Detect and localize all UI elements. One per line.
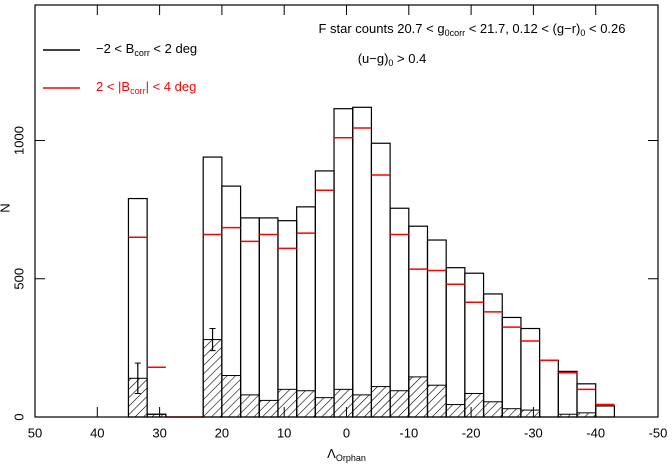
hatched-bar <box>408 376 428 418</box>
y-tick-label: 1000 <box>11 126 26 155</box>
text-part: < 21.7, 0.12 < (g−r) <box>465 21 580 36</box>
hatched-bar <box>464 392 485 418</box>
bar <box>539 359 559 418</box>
x-tick-label: 0 <box>343 425 350 440</box>
x-tick-label: 10 <box>277 425 291 440</box>
bar <box>595 405 615 418</box>
subscript: Orphan <box>336 453 366 463</box>
hatched-bar <box>240 394 260 418</box>
hatched-bar <box>520 409 541 418</box>
chart-title: F star counts 20.7 < g0corr < 21.7, 0.12… <box>318 21 625 38</box>
hatched-bar <box>445 404 466 418</box>
legend-label: 2 < |Bcorr| < 4 deg <box>96 79 196 96</box>
hatched-bar <box>389 390 410 418</box>
subscript: corr <box>130 86 146 96</box>
bar <box>333 108 354 418</box>
x-tick-label: -40 <box>586 425 605 440</box>
x-tick-label: -20 <box>462 425 481 440</box>
text-part: < 0.26 <box>585 21 625 36</box>
hatched-bar <box>202 339 223 418</box>
chart-title: (u−g)0 > 0.4 <box>358 51 427 68</box>
hatched-bar <box>483 401 503 418</box>
subscript: corr <box>134 48 150 58</box>
bar <box>557 370 578 418</box>
hatched-bar <box>370 386 391 418</box>
hatched-bar <box>221 375 242 418</box>
y-tick-label: 0 <box>11 413 26 420</box>
hatched-bar <box>352 394 372 418</box>
x-tick-label: 50 <box>28 425 42 440</box>
bar <box>370 142 391 418</box>
text-part: > 0.4 <box>393 51 426 66</box>
y-tick-label: 500 <box>11 268 26 290</box>
x-tick-label: 20 <box>215 425 229 440</box>
subscript: 0 <box>388 58 393 68</box>
bar <box>314 170 335 418</box>
x-axis-label: ΛOrphan <box>327 446 366 463</box>
legend-label: −2 < Bcorr < 2 deg <box>96 41 197 58</box>
bar <box>352 106 373 418</box>
bar <box>258 217 279 418</box>
x-tick-label: -30 <box>524 425 543 440</box>
text-part: | < 4 deg <box>146 79 197 94</box>
bar <box>389 207 410 418</box>
text-part: −2 < B <box>96 41 134 56</box>
x-tick-label: 40 <box>90 425 104 440</box>
x-tick-label: 30 <box>152 425 166 440</box>
text-part: < 2 deg <box>150 41 197 56</box>
hatched-bar <box>333 388 354 418</box>
hatched-bar <box>501 408 522 418</box>
bar <box>501 316 522 418</box>
text-part: (u−g) <box>358 51 389 66</box>
text-part: F star counts 20.7 < g <box>318 21 444 36</box>
text-part: Λ <box>327 446 336 461</box>
bar <box>296 206 316 418</box>
hatched-bar <box>296 390 316 418</box>
bar <box>445 267 466 418</box>
hatched-bar <box>576 412 597 418</box>
x-tick-label: -50 <box>649 425 668 440</box>
hatched-bar <box>277 388 298 418</box>
subscript: 0 <box>580 28 585 38</box>
subscript: 0corr <box>445 28 466 38</box>
bar <box>277 220 298 418</box>
hatched-bar <box>258 399 279 418</box>
text-part: 2 < |B <box>96 79 130 94</box>
y-axis-label: N <box>0 203 12 212</box>
x-tick-label: -10 <box>399 425 418 440</box>
hatched-bar <box>426 384 447 418</box>
hatched-bar <box>314 397 335 418</box>
bar <box>520 327 541 418</box>
bar <box>239 217 260 418</box>
